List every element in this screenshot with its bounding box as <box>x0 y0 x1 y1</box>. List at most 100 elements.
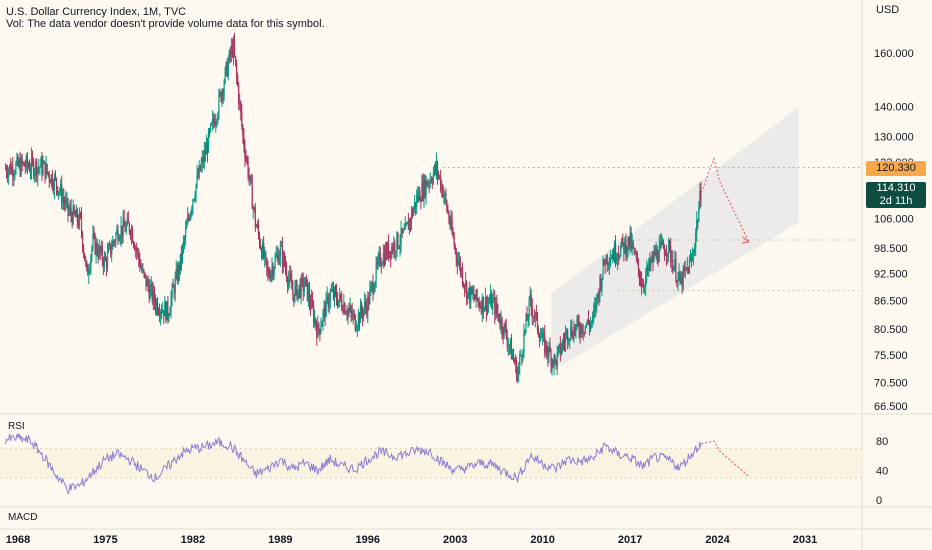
candle-body <box>402 229 404 234</box>
candle-body <box>335 291 338 301</box>
candle-body <box>434 165 437 172</box>
candle-body <box>115 233 117 242</box>
candle-body <box>78 213 81 226</box>
candle-body <box>497 311 499 314</box>
candle-body <box>284 264 287 270</box>
candle-body <box>287 278 289 285</box>
candle-body <box>471 287 473 294</box>
candle-body <box>280 245 282 247</box>
time-axis[interactable]: 1968 1975 1982 1989 1996 2003 2010 2017 2024 2031 <box>6 534 817 546</box>
candle-body <box>390 251 392 258</box>
candle-body <box>240 101 242 112</box>
candle-body <box>354 314 356 331</box>
candle-body <box>262 243 264 258</box>
candle-body <box>166 301 168 321</box>
candle-body <box>118 239 120 241</box>
candle-body <box>385 247 388 258</box>
candle-body <box>22 162 24 164</box>
candle-body <box>246 158 248 161</box>
candle-body <box>603 259 605 265</box>
candle-body <box>448 213 450 222</box>
candle-body <box>236 63 238 76</box>
candle-body <box>153 289 155 303</box>
candle-body <box>626 249 628 255</box>
candle-body <box>592 315 594 322</box>
candle-body <box>350 307 352 313</box>
candle-body <box>149 287 151 299</box>
candle-body <box>303 286 305 291</box>
candle-body <box>95 242 97 254</box>
candle-body <box>631 242 633 249</box>
candle-body <box>294 286 296 302</box>
candle-body <box>653 250 655 262</box>
candle-body <box>165 302 167 321</box>
candle-body <box>144 273 146 275</box>
candle-body <box>208 130 211 132</box>
candle-body <box>222 90 224 95</box>
candle-body <box>417 195 419 200</box>
volume-note: Vol: The data vendor doesn't provide vol… <box>6 18 325 30</box>
candle-body <box>421 182 423 202</box>
candle-body <box>522 352 524 358</box>
candle-body <box>369 289 371 304</box>
price-axis[interactable]: 160.000140.000130.000122.000106.00098.50… <box>874 48 914 413</box>
candle-body <box>112 241 114 250</box>
candle-body <box>72 205 74 224</box>
candle-body <box>513 359 516 364</box>
price-projection-arrow[interactable] <box>700 157 750 244</box>
candle-body <box>183 238 186 241</box>
candle-body <box>10 164 12 174</box>
candle-body <box>41 158 43 174</box>
candle-body <box>509 339 511 346</box>
candle-body <box>508 345 510 346</box>
candle-body <box>396 232 398 252</box>
candle-body <box>161 311 163 313</box>
candle-body <box>23 162 25 167</box>
candle-body <box>237 75 239 86</box>
candle-body <box>510 339 513 360</box>
candle-body <box>276 253 278 256</box>
candle-body <box>124 226 126 232</box>
candle-body <box>482 296 484 312</box>
candle-body <box>31 156 34 162</box>
candle-body <box>345 313 347 315</box>
candle-body <box>601 278 603 289</box>
candle-body <box>243 135 245 148</box>
candle-body <box>518 365 520 375</box>
candle-body <box>205 144 208 155</box>
candle-body <box>283 254 286 265</box>
candle-body <box>498 313 500 322</box>
candle-body <box>351 312 353 318</box>
candle-body <box>142 269 144 272</box>
candle-body <box>173 287 175 295</box>
candle-body <box>198 165 200 178</box>
candle-body <box>111 249 113 254</box>
candle-body <box>375 262 377 282</box>
candle-body <box>687 266 690 274</box>
regression-channel[interactable] <box>551 106 799 372</box>
candle-body <box>525 315 527 330</box>
candle-body <box>459 260 462 273</box>
candle-body <box>559 343 561 355</box>
time-tick-label: 2017 <box>618 534 642 546</box>
candle-body <box>693 252 695 257</box>
candle-body <box>45 164 47 179</box>
candle-body <box>519 355 521 366</box>
candle-body <box>584 325 586 333</box>
candle-body <box>505 326 507 338</box>
candle-body <box>376 262 378 265</box>
candle-body <box>315 318 317 327</box>
candle-body <box>610 258 612 260</box>
price-tick-label: 70.500 <box>874 378 908 390</box>
candle-body <box>586 319 589 325</box>
candle-body <box>254 209 256 227</box>
candle-body <box>526 315 528 321</box>
price-tick-label: 86.500 <box>874 295 908 307</box>
candle-body <box>646 266 648 276</box>
candle-body <box>301 277 303 279</box>
horizontal-levels[interactable] <box>442 167 862 292</box>
candle-body <box>695 233 697 249</box>
rsi-line <box>5 433 702 495</box>
candle-body <box>455 249 457 258</box>
